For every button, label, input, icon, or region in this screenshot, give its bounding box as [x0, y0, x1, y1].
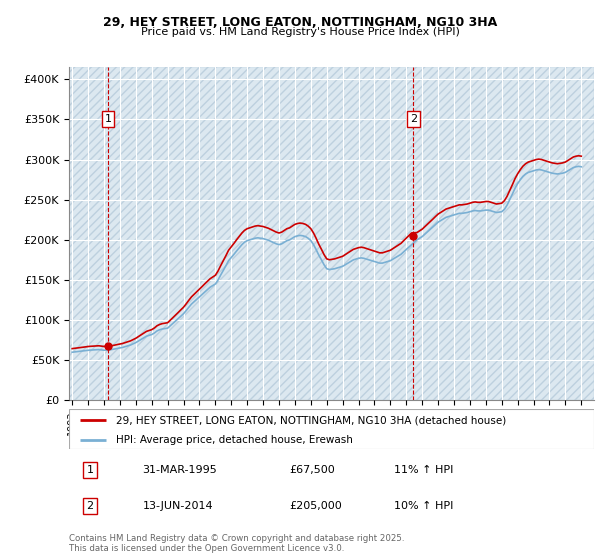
Text: 1: 1 [86, 465, 94, 475]
Text: Contains HM Land Registry data © Crown copyright and database right 2025.
This d: Contains HM Land Registry data © Crown c… [69, 534, 404, 553]
Text: 29, HEY STREET, LONG EATON, NOTTINGHAM, NG10 3HA: 29, HEY STREET, LONG EATON, NOTTINGHAM, … [103, 16, 497, 29]
Text: 11% ↑ HPI: 11% ↑ HPI [395, 465, 454, 475]
Text: £67,500: £67,500 [290, 465, 335, 475]
Text: HPI: Average price, detached house, Erewash: HPI: Average price, detached house, Erew… [116, 435, 353, 445]
Text: 29, HEY STREET, LONG EATON, NOTTINGHAM, NG10 3HA (detached house): 29, HEY STREET, LONG EATON, NOTTINGHAM, … [116, 415, 506, 425]
Text: £205,000: £205,000 [290, 501, 342, 511]
Text: 1: 1 [104, 114, 112, 124]
Text: 13-JUN-2014: 13-JUN-2014 [143, 501, 213, 511]
Text: 2: 2 [410, 114, 417, 124]
Text: 2: 2 [86, 501, 94, 511]
Text: Price paid vs. HM Land Registry's House Price Index (HPI): Price paid vs. HM Land Registry's House … [140, 27, 460, 38]
Text: 31-MAR-1995: 31-MAR-1995 [143, 465, 217, 475]
Text: 10% ↑ HPI: 10% ↑ HPI [395, 501, 454, 511]
